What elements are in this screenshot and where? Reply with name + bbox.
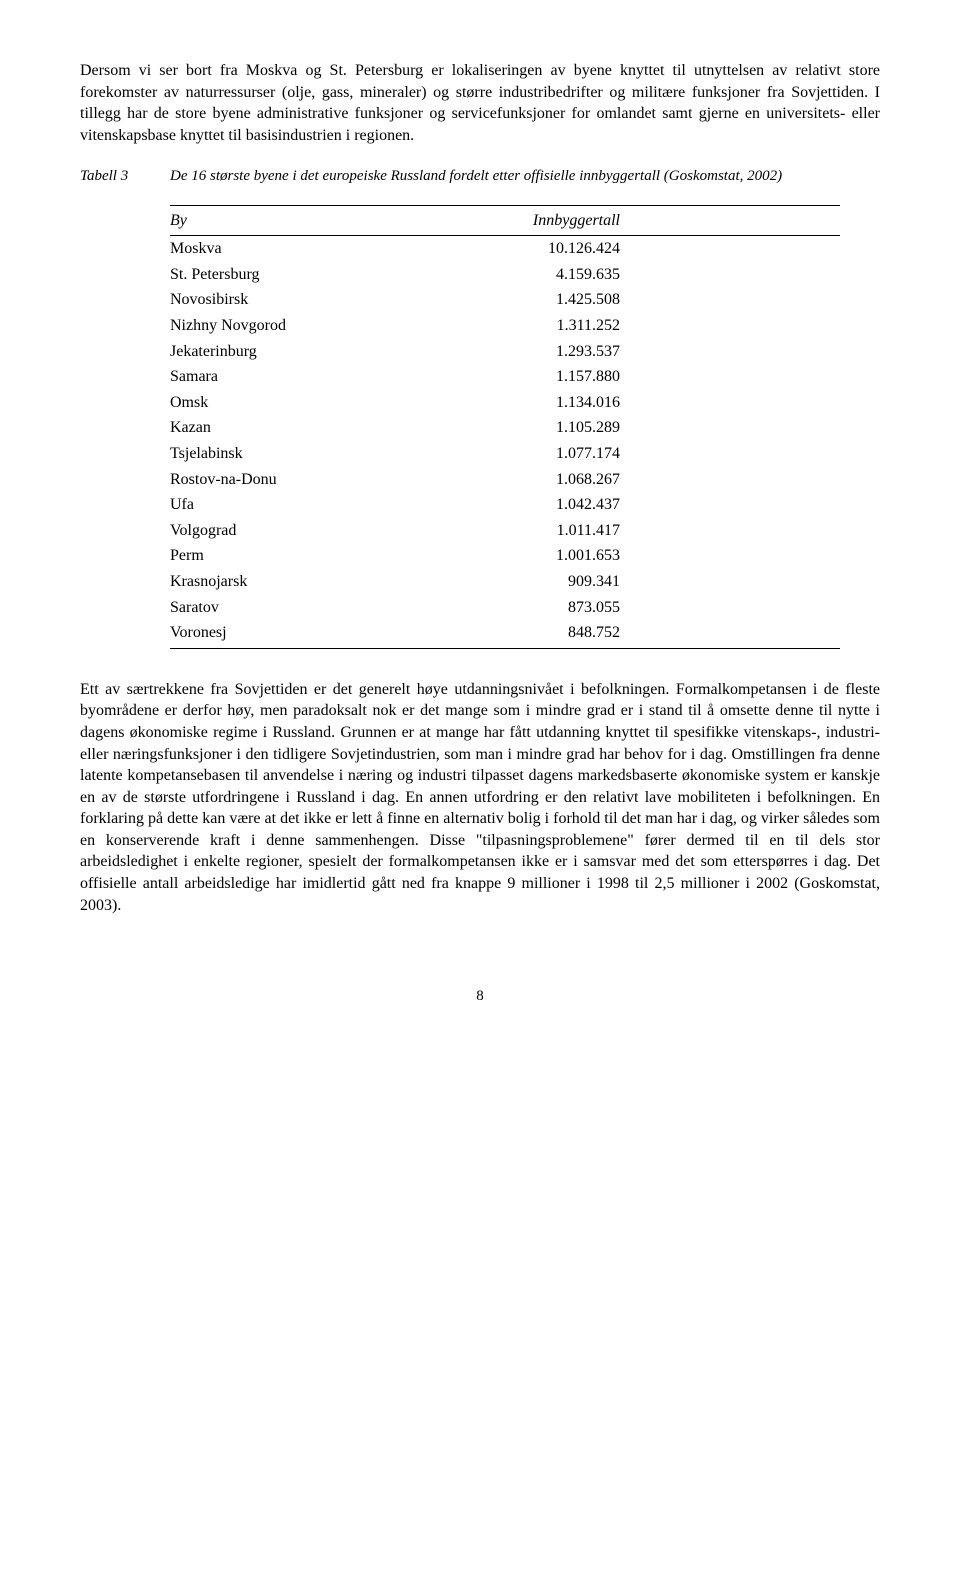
- table-header-row: By Innbyggertall: [170, 205, 840, 236]
- table-caption-row: Tabell 3 De 16 største byene i det europ…: [80, 166, 880, 186]
- population-cell: 1.042.437: [370, 492, 840, 518]
- city-cell: Krasnojarsk: [170, 569, 370, 595]
- population-cell: 1.157.880: [370, 364, 840, 390]
- city-cell: Nizhny Novgorod: [170, 313, 370, 339]
- table-header-pop: Innbyggertall: [370, 205, 840, 236]
- population-cell: 909.341: [370, 569, 840, 595]
- population-cell: 1.068.267: [370, 467, 840, 493]
- table-row: Perm1.001.653: [170, 543, 840, 569]
- table-row: Kazan1.105.289: [170, 415, 840, 441]
- table-row: Novosibirsk1.425.508: [170, 287, 840, 313]
- city-cell: Samara: [170, 364, 370, 390]
- population-cell: 1.011.417: [370, 518, 840, 544]
- table-row: St. Petersburg4.159.635: [170, 262, 840, 288]
- city-cell: Tsjelabinsk: [170, 441, 370, 467]
- page-number: 8: [80, 986, 880, 1006]
- population-cell: 10.126.424: [370, 236, 840, 262]
- city-cell: Ufa: [170, 492, 370, 518]
- table-row: Moskva10.126.424: [170, 236, 840, 262]
- population-cell: 1.425.508: [370, 287, 840, 313]
- population-cell: 1.105.289: [370, 415, 840, 441]
- table-row: Omsk1.134.016: [170, 390, 840, 416]
- city-cell: Jekaterinburg: [170, 339, 370, 365]
- table-row: Jekaterinburg1.293.537: [170, 339, 840, 365]
- table-row: Volgograd1.011.417: [170, 518, 840, 544]
- table-label: Tabell 3: [80, 166, 170, 186]
- population-cell: 4.159.635: [370, 262, 840, 288]
- body-paragraph: Ett av særtrekkene fra Sovjettiden er de…: [80, 679, 880, 917]
- population-cell: 1.311.252: [370, 313, 840, 339]
- table-row: Samara1.157.880: [170, 364, 840, 390]
- city-cell: Volgograd: [170, 518, 370, 544]
- population-cell: 1.001.653: [370, 543, 840, 569]
- population-cell: 1.077.174: [370, 441, 840, 467]
- table-row: Krasnojarsk909.341: [170, 569, 840, 595]
- table-header-city: By: [170, 205, 370, 236]
- table-row: Rostov-na-Donu1.068.267: [170, 467, 840, 493]
- city-cell: Perm: [170, 543, 370, 569]
- intro-paragraph: Dersom vi ser bort fra Moskva og St. Pet…: [80, 60, 880, 146]
- city-cell: Voronesj: [170, 620, 370, 648]
- city-cell: Kazan: [170, 415, 370, 441]
- table-row: Saratov873.055: [170, 595, 840, 621]
- city-cell: Novosibirsk: [170, 287, 370, 313]
- population-cell: 1.134.016: [370, 390, 840, 416]
- city-cell: Moskva: [170, 236, 370, 262]
- city-cell: Rostov-na-Donu: [170, 467, 370, 493]
- table-row: Tsjelabinsk1.077.174: [170, 441, 840, 467]
- city-cell: Saratov: [170, 595, 370, 621]
- population-cell: 848.752: [370, 620, 840, 648]
- city-cell: St. Petersburg: [170, 262, 370, 288]
- table-row: Ufa1.042.437: [170, 492, 840, 518]
- cities-table: By Innbyggertall Moskva10.126.424St. Pet…: [170, 205, 840, 649]
- population-cell: 1.293.537: [370, 339, 840, 365]
- population-cell: 873.055: [370, 595, 840, 621]
- table-row: Nizhny Novgorod1.311.252: [170, 313, 840, 339]
- table-row: Voronesj848.752: [170, 620, 840, 648]
- table-caption: De 16 største byene i det europeiske Rus…: [170, 166, 880, 186]
- city-cell: Omsk: [170, 390, 370, 416]
